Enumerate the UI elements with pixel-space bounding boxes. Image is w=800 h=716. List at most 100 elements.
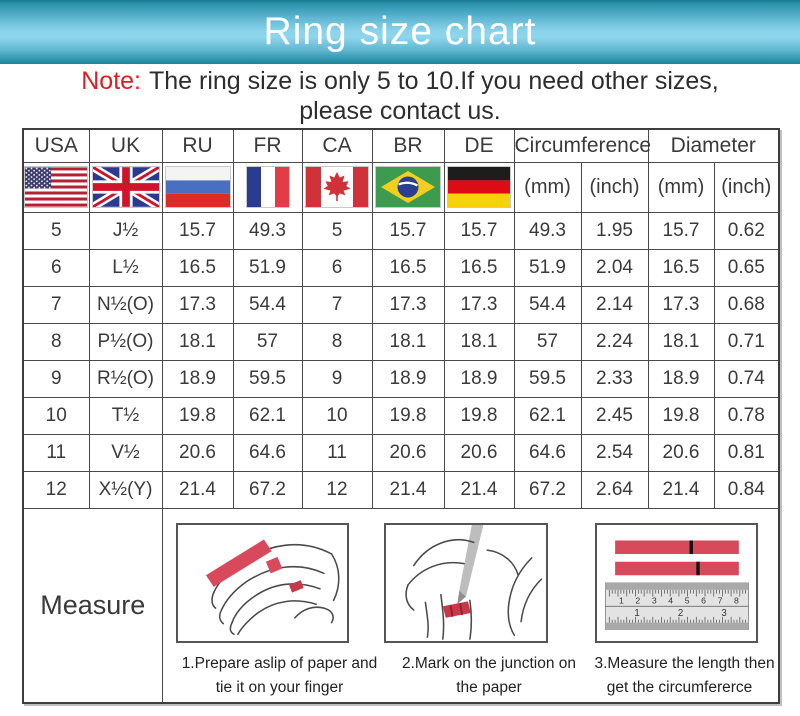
table-row: 8 P½(O) 18.1 57 8 18.1 18.1 57 2.24 18.1 0.71: [22, 322, 780, 361]
size-cell: 0.68: [713, 285, 780, 324]
step1-hand-illustration: [175, 523, 349, 644]
size-cell: 9: [301, 359, 373, 398]
svg-text:7: 7: [717, 596, 722, 606]
size-cell: 0.65: [713, 248, 780, 287]
size-cell: 20.6: [371, 433, 445, 472]
column-header-br: BR: [371, 128, 445, 163]
note-line-1: Note: The ring size is only 5 to 10.If yo…: [81, 66, 719, 96]
size-cell: 6: [301, 248, 373, 287]
column-header-fr: FR: [232, 128, 303, 163]
size-cell: J½: [88, 211, 163, 250]
table-row: 10 T½ 19.8 62.1 10 19.8 19.8 62.1 2.45 19.8 0.78: [22, 396, 780, 435]
step1-caption: 1.Prepare aslip of paper and tie it on y…: [181, 655, 378, 697]
size-cell: 12: [22, 470, 90, 509]
size-cell: 11: [22, 433, 90, 472]
size-cell: 0.62: [713, 211, 780, 250]
column-header-de: DE: [443, 128, 515, 163]
size-cell: 51.9: [513, 248, 582, 287]
size-cell: 1.95: [580, 211, 649, 250]
size-cell: 2.54: [580, 433, 649, 472]
size-cell: 17.3: [371, 285, 445, 324]
size-cell: 20.6: [443, 433, 515, 472]
size-cell: 8: [22, 322, 90, 361]
column-header-circumference: Circumference: [513, 128, 651, 163]
measure-step-1: 1.Prepare aslip of paper and tie it on y…: [175, 523, 384, 700]
size-cell: 8: [301, 322, 373, 361]
size-cell: 9: [22, 359, 90, 398]
size-cell: 51.9: [232, 248, 303, 287]
size-cell: 57: [513, 322, 582, 361]
size-cell: 18.1: [443, 322, 515, 361]
de-flag-icon: [445, 166, 514, 208]
svg-text:2: 2: [635, 596, 640, 606]
note-text-1: The ring size is only 5 to 10.If you nee…: [149, 67, 719, 95]
column-header-ru: RU: [161, 128, 234, 163]
size-cell: 16.5: [443, 248, 515, 287]
size-cell: 15.7: [161, 211, 234, 250]
size-cell: R½(O): [88, 359, 163, 398]
table-row: 9 R½(O) 18.9 59.5 9 18.9 18.9 59.5 2.33 18.9 0.74: [22, 359, 780, 398]
diameter-mm-header: (mm): [647, 161, 715, 213]
size-cell: 20.6: [161, 433, 234, 472]
step3-caption: 3.Measure the length then get the circum…: [594, 655, 775, 697]
svg-text:4: 4: [668, 596, 673, 606]
size-cell: 12: [301, 470, 373, 509]
step2-caption: 2.Mark on the junction on the paper: [401, 655, 577, 697]
uk-flag-icon: [90, 166, 162, 208]
size-cell: 62.1: [513, 396, 582, 435]
measure-label: Measure: [22, 507, 163, 704]
step2-hand-pen-illustration: [383, 523, 548, 644]
table-row: 5 J½ 15.7 49.3 5 15.7 15.7 49.3 1.95 15.7 0.62: [22, 211, 780, 250]
size-cell: 0.84: [713, 470, 780, 509]
size-cell: 2.04: [580, 248, 649, 287]
column-header-row: USA UK RU FR CA BR DE Circumference Diam…: [22, 128, 780, 163]
title-band: Ring size chart: [0, 0, 800, 64]
svg-text:6: 6: [701, 596, 706, 606]
size-cell: 18.9: [443, 359, 515, 398]
size-cell: 7: [22, 285, 90, 324]
size-cell: 2.45: [580, 396, 649, 435]
size-cell: L½: [88, 248, 163, 287]
size-cell: 15.7: [443, 211, 515, 250]
size-cell: 19.8: [647, 396, 715, 435]
measure-step-2: 2.Mark on the junction on the paper: [383, 523, 595, 700]
page-title: Ring size chart: [263, 10, 537, 53]
table-row: 11 V½ 20.6 64.6 11 20.6 20.6 64.6 2.54 20.6 0.81: [22, 433, 780, 472]
size-cell: 6: [22, 248, 90, 287]
size-cell: 15.7: [647, 211, 715, 250]
size-cell: 11: [301, 433, 373, 472]
size-cell: 2.64: [580, 470, 649, 509]
size-cell: 17.3: [443, 285, 515, 324]
size-cell: 2.33: [580, 359, 649, 398]
measure-row: Measure: [22, 507, 780, 704]
size-cell: 2.24: [580, 322, 649, 361]
column-header-ca: CA: [301, 128, 373, 163]
size-cell: 64.6: [232, 433, 303, 472]
size-cell: 64.6: [513, 433, 582, 472]
size-cell: 67.2: [232, 470, 303, 509]
fr-flag-icon: [234, 166, 302, 208]
ruler-inch-numbers: 1 2 3: [634, 608, 726, 619]
ru-flag-icon: [163, 166, 233, 208]
circumference-mm-header: (mm): [513, 161, 582, 213]
table-row: 12 X½(Y) 21.4 67.2 12 21.4 21.4 67.2 2.64 21.4 0.8…: [22, 470, 780, 509]
size-cell: 7: [301, 285, 373, 324]
size-cell: T½: [88, 396, 163, 435]
size-cell: 21.4: [443, 470, 515, 509]
size-cell: 19.8: [443, 396, 515, 435]
size-cell: 54.4: [232, 285, 303, 324]
size-cell: 18.1: [647, 322, 715, 361]
svg-text:8: 8: [734, 596, 739, 606]
size-cell: 20.6: [647, 433, 715, 472]
size-cell: 0.81: [713, 433, 780, 472]
svg-text:2: 2: [677, 608, 682, 619]
size-cell: X½(Y): [88, 470, 163, 509]
size-cell: 21.4: [161, 470, 234, 509]
size-cell: 0.74: [713, 359, 780, 398]
svg-text:5: 5: [684, 596, 689, 606]
size-cell: 16.5: [161, 248, 234, 287]
size-cell: 49.3: [513, 211, 582, 250]
svg-text:1: 1: [618, 596, 623, 606]
note-label: Note:: [81, 67, 141, 95]
size-cell: 18.1: [371, 322, 445, 361]
